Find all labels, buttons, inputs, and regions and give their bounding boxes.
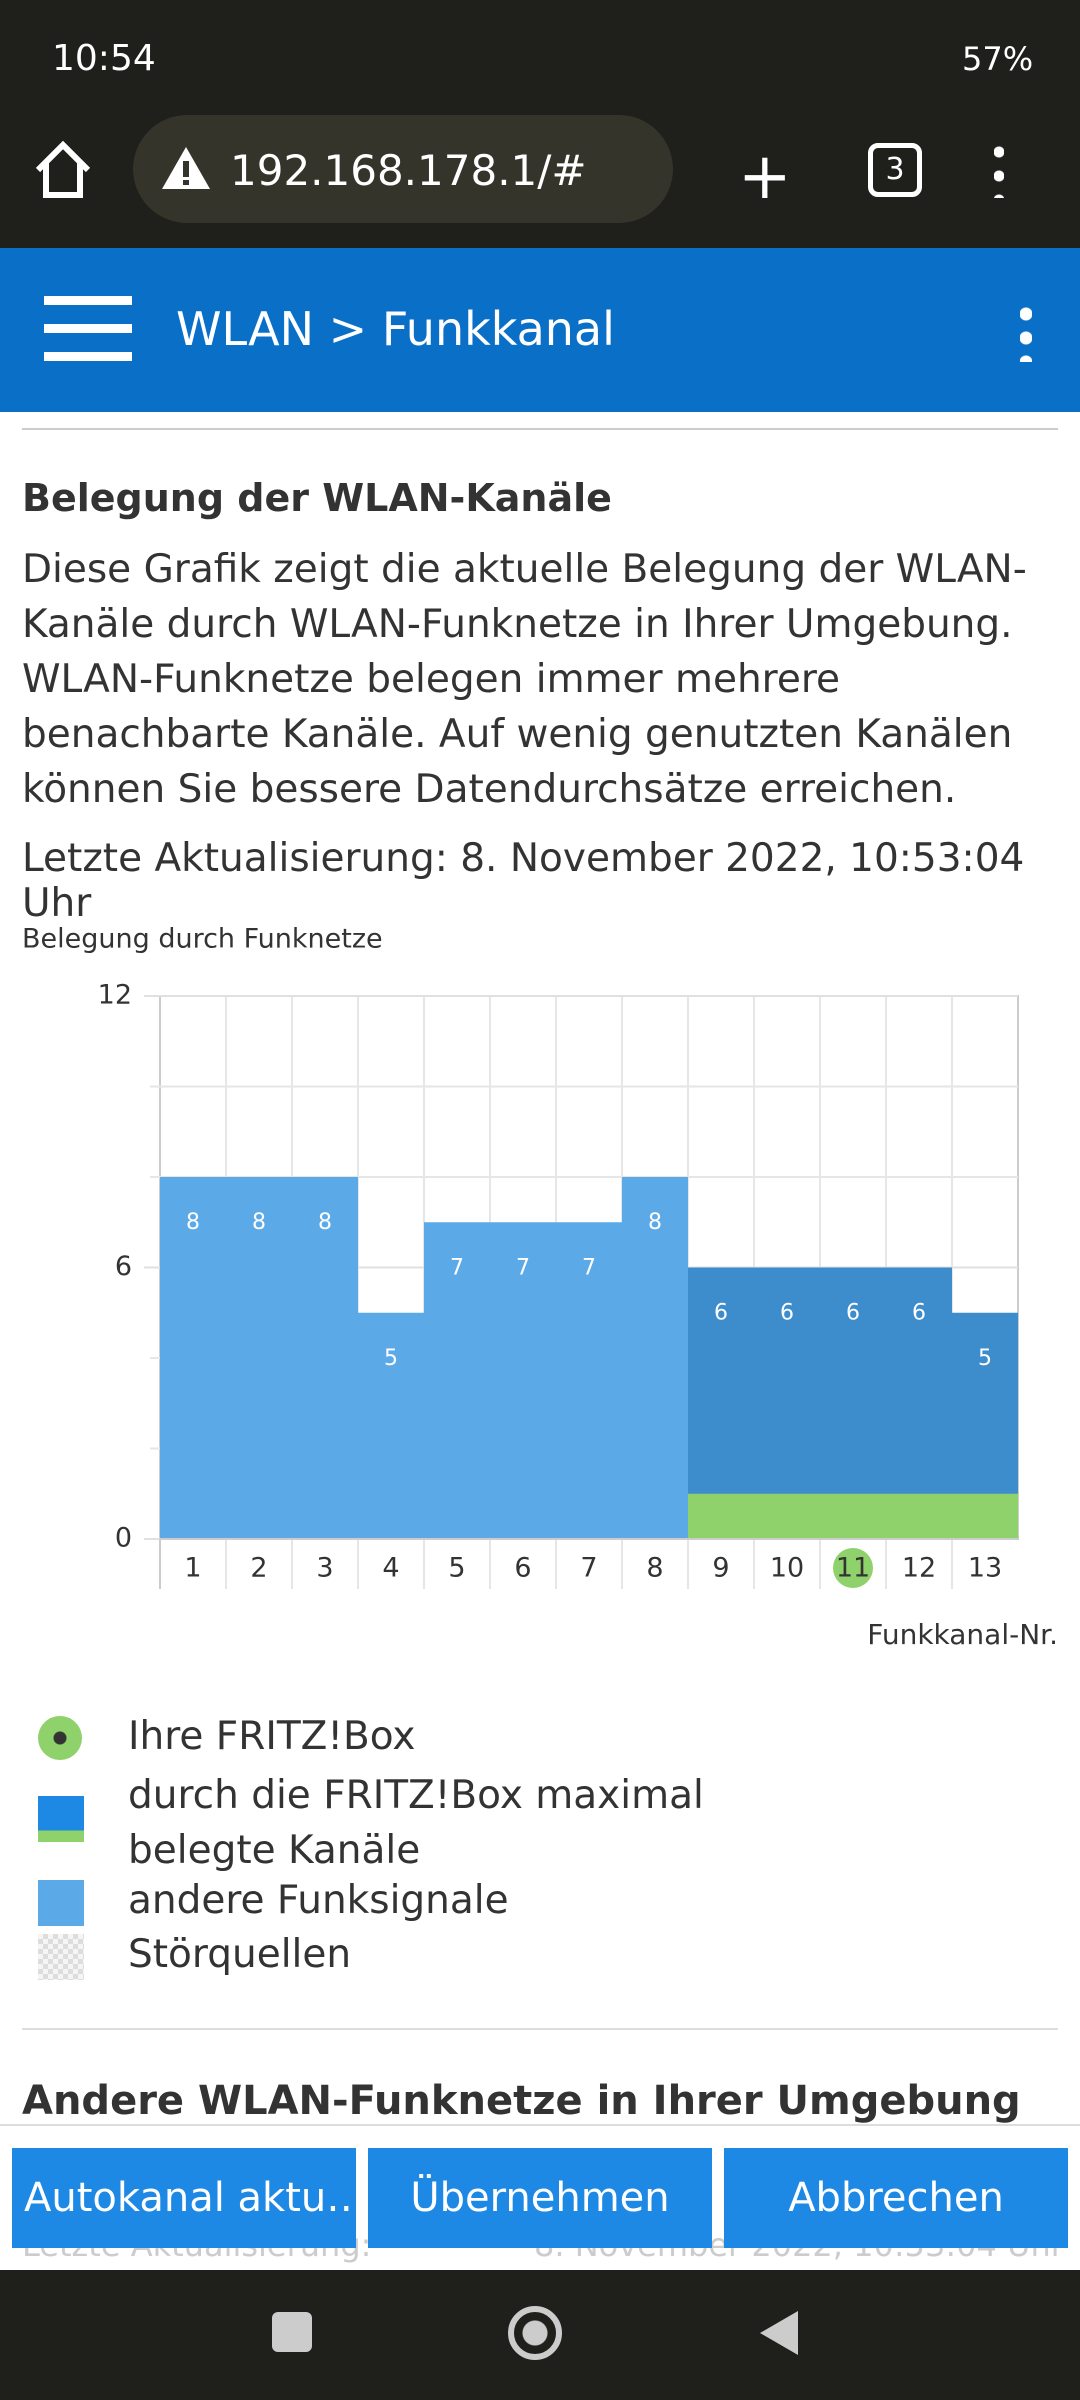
- legend-text: Störquellen: [128, 1932, 352, 1977]
- legend-text: durch die FRITZ!Box maximal belegte Kanä…: [128, 1773, 704, 1873]
- value-label: 8: [648, 1210, 662, 1235]
- x-tick-label: 8: [646, 1553, 663, 1584]
- value-label: 5: [384, 1346, 398, 1371]
- divider: [22, 2028, 1058, 2030]
- x-tick-label: 2: [250, 1553, 267, 1584]
- bar: [490, 1222, 556, 1539]
- header-menu[interactable]: [1020, 302, 1032, 362]
- hamburger[interactable]: [44, 296, 132, 362]
- value-label: 6: [714, 1301, 728, 1326]
- nav-home[interactable]: [508, 2306, 562, 2360]
- bar: [226, 1177, 292, 1539]
- value-label: 7: [582, 1255, 596, 1280]
- y-tick-label: 12: [98, 980, 132, 1011]
- chart: Belegung durch Funknetze 0 6 12 8 1 8 2 8 3 5 4 7 5 7 6…: [22, 924, 1058, 1652]
- chart-title: Belegung durch Funknetze: [22, 924, 383, 955]
- clock: 10:54: [52, 38, 156, 79]
- x-axis-label: Funkkanal-Nr.: [867, 1618, 1058, 1651]
- legend-icon: [38, 1880, 84, 1926]
- bar: [292, 1177, 358, 1539]
- x-tick-label: 3: [316, 1553, 333, 1584]
- value-label: 6: [912, 1301, 926, 1326]
- highlight: [833, 1548, 873, 1588]
- value-label: 5: [978, 1346, 992, 1371]
- new-tab[interactable]: +: [738, 140, 792, 214]
- x-tick-label: 10: [770, 1553, 804, 1584]
- fritzbox-band: [952, 1493, 1018, 1539]
- fritzbox-band: [820, 1493, 886, 1539]
- legend-text: Ihre FRITZ!Box: [128, 1714, 416, 1759]
- nav-back[interactable]: [756, 2308, 802, 2358]
- fritzbox-band: [688, 1493, 754, 1539]
- y-tick-label: 6: [115, 1251, 132, 1282]
- nav-recent[interactable]: [272, 2312, 312, 2352]
- x-tick-label: 13: [968, 1553, 1002, 1584]
- app-header: [0, 248, 1080, 412]
- url: 192.168.178.1/#: [230, 146, 587, 195]
- x-tick-label: 5: [448, 1553, 465, 1584]
- value-label: 8: [186, 1210, 200, 1235]
- crumb: Funkkanal: [381, 302, 615, 356]
- warning-icon: [162, 147, 210, 189]
- value-label: 8: [318, 1210, 332, 1235]
- description: Diese Grafik zeigt die aktuelle Belegung…: [22, 547, 1027, 812]
- fritzbox-band: [754, 1493, 820, 1539]
- legend-icon: [38, 1796, 84, 1842]
- bar: [556, 1222, 622, 1539]
- x-tick-label: 6: [514, 1553, 531, 1584]
- legend-icon: [38, 1934, 84, 1980]
- section2-title: Andere WLAN-Funknetze in Ihrer Umgebung: [22, 2078, 1021, 2124]
- value-label: 7: [450, 1255, 464, 1280]
- x-tick-label: 12: [902, 1553, 936, 1584]
- home-icon[interactable]: [28, 135, 98, 205]
- breadcrumb: WLAN > Funkkanal: [176, 302, 615, 356]
- crumb[interactable]: WLAN: [176, 302, 315, 356]
- battery: 57%: [962, 40, 1034, 78]
- x-tick-label: 9: [712, 1553, 729, 1584]
- x-tick-label: 7: [580, 1553, 597, 1584]
- last-update: Letzte Aktualisierung: 8. November 2022,…: [22, 836, 1025, 926]
- button[interactable]: Übernehmen: [368, 2148, 712, 2248]
- bar: [160, 1177, 226, 1539]
- x-tick-label: 1: [184, 1553, 201, 1584]
- bar: [358, 1312, 424, 1539]
- fritzbox-band: [886, 1493, 952, 1539]
- value-label: 7: [516, 1255, 530, 1280]
- value-label: 6: [846, 1301, 860, 1326]
- button[interactable]: Autokanal aktu…: [12, 2148, 356, 2248]
- bar: [424, 1222, 490, 1539]
- menu-dots[interactable]: [994, 140, 1004, 198]
- legend-icon: [38, 1716, 82, 1760]
- value-label: 6: [780, 1301, 794, 1326]
- url-field[interactable]: [133, 115, 673, 223]
- button[interactable]: Abbrechen: [724, 2148, 1068, 2248]
- y-tick-label: 0: [115, 1523, 132, 1554]
- tab-count[interactable]: 3: [868, 143, 922, 197]
- bar: [622, 1177, 688, 1539]
- value-label: 8: [252, 1210, 266, 1235]
- x-tick-label: 11: [836, 1553, 870, 1584]
- legend-text: andere Funksignale: [128, 1878, 509, 1923]
- x-tick-label: 4: [382, 1553, 399, 1584]
- section-title: Belegung der WLAN-Kanäle: [22, 476, 612, 520]
- divider: [22, 428, 1058, 430]
